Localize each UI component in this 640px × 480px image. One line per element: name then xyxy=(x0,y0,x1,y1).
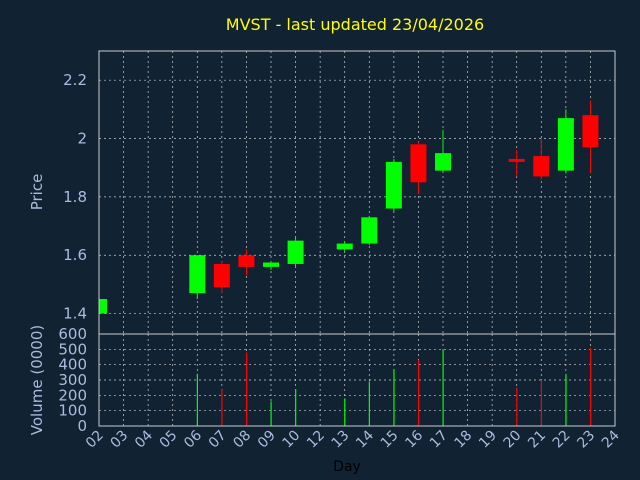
volume-bar xyxy=(393,369,395,426)
candle-body xyxy=(361,217,378,244)
volume-axis-label: Volume (0000) xyxy=(28,325,46,435)
candle-body xyxy=(99,298,107,314)
x-tick-label: 16 xyxy=(402,427,426,451)
price-panel: 1.4 1.6 1.8 2 2.2 Price xyxy=(28,50,616,335)
volume-bar xyxy=(221,389,223,426)
volume-bar xyxy=(565,373,567,426)
price-frame xyxy=(98,50,616,335)
candle-body xyxy=(582,115,599,148)
volume-tick-label: 200 xyxy=(58,386,87,404)
candle-body xyxy=(263,262,279,267)
price-tick-label: 1.6 xyxy=(63,246,87,264)
x-tick-label: 10 xyxy=(279,428,303,452)
x-tick-label: 09 xyxy=(255,428,279,452)
x-tick-label: 14 xyxy=(353,427,377,451)
x-tick-label: 12 xyxy=(304,428,328,452)
x-tick-label: 17 xyxy=(427,428,451,452)
price-axis-label: Price xyxy=(28,174,46,211)
volume-bar xyxy=(245,352,248,426)
volume-bar xyxy=(295,389,297,426)
candle-body xyxy=(435,153,451,171)
candle-body xyxy=(508,158,525,162)
volume-bar xyxy=(589,347,592,426)
volume-tick-label: 600 xyxy=(58,325,87,343)
x-tick-label: 19 xyxy=(476,428,500,452)
x-tick-label: 21 xyxy=(525,428,549,452)
price-grid xyxy=(99,51,615,334)
volume-bar xyxy=(417,360,420,426)
volume-tick-label: 100 xyxy=(58,402,87,420)
volume-bar xyxy=(344,398,346,426)
candle-body xyxy=(189,255,206,294)
x-tick-label: 13 xyxy=(329,428,353,452)
x-tick-label: 18 xyxy=(451,428,475,452)
candle-body xyxy=(336,243,353,250)
volume-bar xyxy=(270,401,272,426)
x-tick-label: 05 xyxy=(157,428,181,452)
candlesticks xyxy=(98,100,599,314)
volume-tick-label: 0 xyxy=(77,417,87,435)
x-tick-label: 06 xyxy=(181,427,205,451)
candle-body xyxy=(238,255,255,267)
x-tick-label: 03 xyxy=(107,428,131,452)
x-tick-label: 07 xyxy=(206,428,230,452)
volume-tick-label: 300 xyxy=(58,371,87,389)
x-ticks: 02 03 04 05 06 07 08 09 10 12 13 14 15 16 17 18 19 20 21 22… xyxy=(83,427,623,451)
x-tick-label: 22 xyxy=(550,428,574,452)
volume-bar xyxy=(516,387,518,426)
price-tick-label: 2.2 xyxy=(63,71,87,89)
x-tick-label: 08 xyxy=(230,428,254,452)
price-tick-label: 1.4 xyxy=(63,305,87,323)
volume-grid xyxy=(99,334,615,426)
x-tick-label: 15 xyxy=(378,428,402,452)
candle-body xyxy=(410,144,427,183)
volume-frame xyxy=(98,333,616,427)
volume-bar xyxy=(368,381,370,426)
x-tick-label: 20 xyxy=(501,428,525,452)
volume-bar xyxy=(540,380,542,426)
candle-body xyxy=(385,161,402,209)
candle-body xyxy=(533,156,550,177)
volume-bar xyxy=(196,373,198,426)
volume-tick-label: 400 xyxy=(58,356,87,374)
volume-bar xyxy=(442,349,444,426)
chart-title: MVST - last updated 23/04/2026 xyxy=(226,15,484,34)
volume-bars xyxy=(196,347,592,426)
price-tick-label: 2 xyxy=(77,130,87,148)
price-y-ticks: 1.4 1.6 1.8 2 2.2 xyxy=(63,71,87,322)
x-axis-label: Day xyxy=(333,459,361,475)
price-tick-label: 1.8 xyxy=(63,188,87,206)
x-tick-label: 24 xyxy=(599,427,623,451)
x-tick-label: 04 xyxy=(132,427,156,451)
candle-body xyxy=(557,118,574,171)
x-tick-label: 23 xyxy=(574,428,598,452)
candle-body xyxy=(213,263,230,288)
volume-tick-label: 500 xyxy=(58,340,87,358)
candle-body xyxy=(287,240,304,264)
